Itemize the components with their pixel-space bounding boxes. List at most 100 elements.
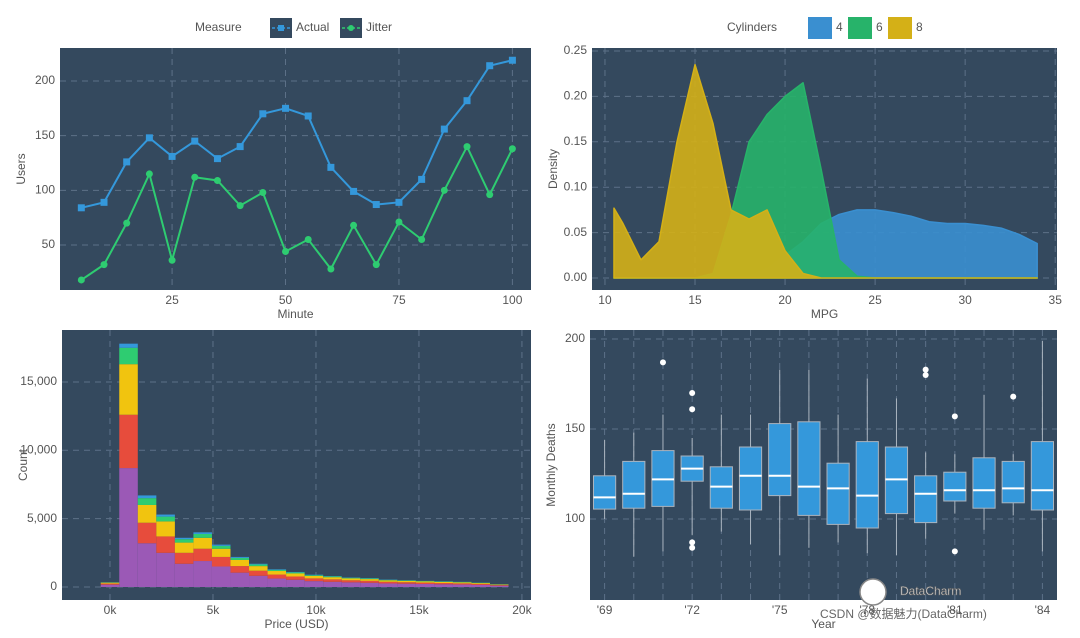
point xyxy=(440,186,448,194)
x-tick-label: 10k xyxy=(306,603,326,617)
point xyxy=(327,265,335,273)
bar-segment xyxy=(100,584,120,588)
point xyxy=(304,236,312,244)
point xyxy=(463,143,471,151)
watermark-brand: DataCharm xyxy=(900,584,961,598)
bar-segment xyxy=(193,537,212,549)
point xyxy=(236,143,244,151)
outlier xyxy=(922,366,929,373)
bar-segment xyxy=(137,522,157,544)
bar-segment xyxy=(471,584,491,588)
y-tick-label: 200 xyxy=(35,73,55,87)
bar-segment xyxy=(323,581,342,588)
bar-segment xyxy=(323,576,342,578)
y-tick-label: 100 xyxy=(565,511,585,525)
bar-segment xyxy=(452,583,472,585)
point xyxy=(168,152,176,160)
bar-segment xyxy=(397,582,416,584)
x-tick-label: 10 xyxy=(598,293,612,307)
bar-segment xyxy=(341,580,361,583)
outlier xyxy=(659,359,666,366)
point xyxy=(191,173,199,181)
point xyxy=(213,176,221,184)
bar-segment xyxy=(211,556,231,567)
x-axis-label: Year xyxy=(811,617,835,631)
x-tick-label: 25 xyxy=(165,293,179,307)
y-tick-label: 150 xyxy=(35,128,55,142)
legend-label: 8 xyxy=(916,20,923,34)
bar-segment xyxy=(119,364,138,415)
bar-segment xyxy=(230,557,250,560)
point xyxy=(486,191,494,199)
bar-segment xyxy=(286,573,305,577)
box xyxy=(768,423,792,497)
x-tick-label: 20k xyxy=(512,603,532,617)
bar-segment xyxy=(156,521,175,537)
bar-segment xyxy=(249,564,268,567)
point xyxy=(145,134,153,142)
legend-label: Actual xyxy=(296,20,329,34)
x-tick-label: '72 xyxy=(684,603,700,617)
bar-segment xyxy=(452,584,472,588)
bar-segment xyxy=(100,582,120,584)
x-tick-label: 30 xyxy=(958,293,972,307)
box xyxy=(914,475,938,524)
bar-segment xyxy=(193,561,212,588)
bar-segment xyxy=(471,583,491,585)
bar-segment xyxy=(137,495,157,499)
bar-segment xyxy=(341,577,361,579)
outlier xyxy=(689,390,696,396)
y-tick-label: 150 xyxy=(565,421,585,435)
outlier xyxy=(689,406,696,413)
point xyxy=(508,145,516,153)
x-tick-label: 15k xyxy=(409,603,429,617)
x-tick-label: 25 xyxy=(868,293,882,307)
bar-segment xyxy=(490,584,509,586)
point xyxy=(372,201,380,209)
y-tick-label: 0.10 xyxy=(564,179,588,193)
y-tick-label: 10,000 xyxy=(20,442,57,456)
x-tick-label: 100 xyxy=(502,293,522,307)
legend-key xyxy=(888,17,912,39)
x-tick-label: '69 xyxy=(597,603,613,617)
outlier xyxy=(689,539,696,546)
bar-segment xyxy=(434,583,453,585)
legend-marker xyxy=(278,25,284,31)
box xyxy=(943,471,967,502)
bar-segment xyxy=(490,585,509,588)
bar-segment xyxy=(360,582,379,588)
x-tick-label: 35 xyxy=(1049,293,1063,307)
point xyxy=(350,187,358,195)
bar-segment xyxy=(323,577,342,580)
bar-segment xyxy=(304,575,324,579)
bar-segment xyxy=(434,584,453,588)
bar-segment xyxy=(174,552,194,564)
box xyxy=(1030,441,1054,511)
bar-segment xyxy=(249,575,268,588)
x-tick-label: 15 xyxy=(688,293,702,307)
bar-segment xyxy=(211,544,231,546)
watermark-icon xyxy=(859,578,887,606)
point xyxy=(100,198,108,206)
x-tick-label: 5k xyxy=(207,603,221,617)
bar-segment xyxy=(360,579,379,581)
bar-segment xyxy=(119,343,138,348)
bar-segment xyxy=(267,569,287,570)
bar-segment xyxy=(156,516,175,522)
point xyxy=(440,125,448,133)
point xyxy=(395,198,403,206)
point xyxy=(350,221,358,229)
bar-segment xyxy=(304,581,324,588)
bar-segment xyxy=(267,578,287,588)
box xyxy=(972,457,996,509)
point xyxy=(123,158,131,166)
bar-segment xyxy=(211,566,231,588)
legend-label: Jitter xyxy=(366,20,392,34)
point xyxy=(145,170,153,178)
x-tick-label: 50 xyxy=(279,293,293,307)
x-axis-label: Minute xyxy=(277,307,313,321)
y-tick-label: 0.15 xyxy=(564,134,588,148)
bar-segment xyxy=(286,576,305,580)
bar-segment xyxy=(490,585,509,586)
